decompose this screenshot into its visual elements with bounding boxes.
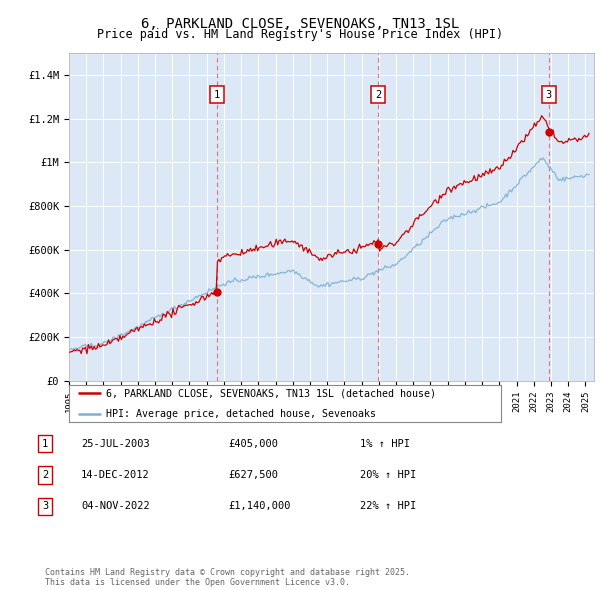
Text: 1: 1 [214,90,220,100]
Text: 14-DEC-2012: 14-DEC-2012 [81,470,150,480]
Text: 1% ↑ HPI: 1% ↑ HPI [360,439,410,448]
Text: 1: 1 [42,439,48,448]
Text: £1,140,000: £1,140,000 [228,502,290,511]
Text: 6, PARKLAND CLOSE, SEVENOAKS, TN13 1SL: 6, PARKLAND CLOSE, SEVENOAKS, TN13 1SL [141,17,459,31]
Text: £405,000: £405,000 [228,439,278,448]
Text: 22% ↑ HPI: 22% ↑ HPI [360,502,416,511]
Text: 3: 3 [545,90,552,100]
Text: 20% ↑ HPI: 20% ↑ HPI [360,470,416,480]
Text: Price paid vs. HM Land Registry's House Price Index (HPI): Price paid vs. HM Land Registry's House … [97,28,503,41]
Text: Contains HM Land Registry data © Crown copyright and database right 2025.
This d: Contains HM Land Registry data © Crown c… [45,568,410,587]
Text: HPI: Average price, detached house, Sevenoaks: HPI: Average price, detached house, Seve… [106,409,376,419]
Text: 2: 2 [42,470,48,480]
Text: 2: 2 [375,90,381,100]
Text: 6, PARKLAND CLOSE, SEVENOAKS, TN13 1SL (detached house): 6, PARKLAND CLOSE, SEVENOAKS, TN13 1SL (… [106,388,436,398]
Text: 25-JUL-2003: 25-JUL-2003 [81,439,150,448]
Text: 04-NOV-2022: 04-NOV-2022 [81,502,150,511]
Text: £627,500: £627,500 [228,470,278,480]
Text: 3: 3 [42,502,48,511]
